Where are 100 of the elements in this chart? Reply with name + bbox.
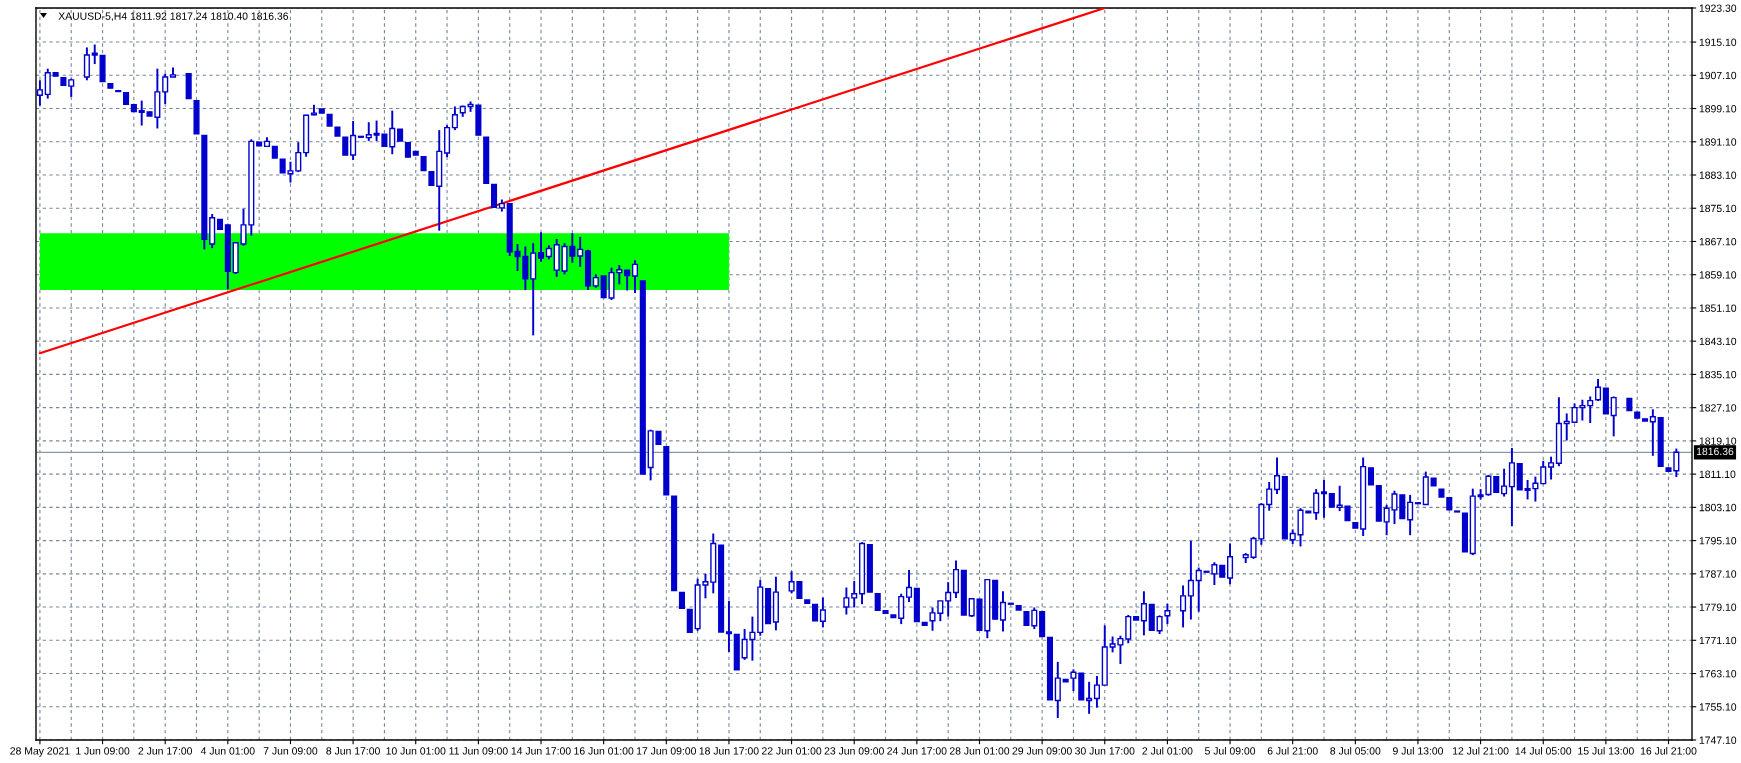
candlestick — [365, 121, 372, 142]
x-tick-label: 2 Jun 17:00 — [138, 747, 193, 755]
y-tick-label: 1907.10 — [1699, 71, 1737, 80]
candlestick — [843, 586, 850, 616]
candlestick — [1226, 542, 1234, 586]
x-tick-label: 24 Jun 17:00 — [887, 747, 947, 755]
y-tick-label: 1843.10 — [1699, 337, 1737, 346]
candlestick — [1054, 660, 1061, 719]
y-tick-label: 1779.10 — [1699, 603, 1737, 611]
candlestick — [91, 43, 98, 66]
candlestick — [725, 599, 732, 653]
candlestick — [1548, 455, 1555, 481]
y-tick-label: 1771.10 — [1699, 636, 1737, 645]
x-tick-label: 14 Jun 17:00 — [511, 747, 571, 755]
candlestick — [686, 608, 693, 634]
candlestick — [451, 105, 458, 132]
candlestick — [1266, 481, 1273, 512]
candlestick — [44, 67, 51, 100]
x-tick-label: 28 May 2021 — [10, 747, 70, 757]
x-tick-label: 15 Jul 13:00 — [1578, 746, 1634, 755]
candlestick — [952, 559, 960, 599]
y-tick-label: 1811.10 — [1699, 470, 1736, 478]
candlestick — [162, 72, 169, 105]
y-tick-label: 1883.10 — [1699, 171, 1737, 179]
candlestick — [1501, 467, 1508, 498]
x-tick-label: 16 Jun 01:00 — [574, 747, 634, 755]
x-tick-label: 16 Jul 21:00 — [1640, 746, 1697, 755]
x-tick-label: 18 Jun 17:00 — [699, 747, 759, 755]
candlestick — [36, 79, 43, 107]
x-tick-label: 12 Jul 21:00 — [1453, 746, 1509, 755]
y-tick-label: 1835.10 — [1699, 370, 1737, 379]
y-tick-label: 1795.10 — [1699, 537, 1737, 545]
candlestick — [577, 235, 584, 268]
candlestick — [1594, 378, 1602, 402]
candlestick — [1407, 493, 1414, 537]
candlestick — [1563, 412, 1570, 442]
candlestick — [999, 590, 1007, 633]
y-tick-label: 1891.10 — [1699, 138, 1737, 146]
x-tick-label: 17 Jun 09:00 — [636, 747, 697, 755]
ref-line-label: 1816.36 — [1696, 447, 1734, 456]
y-tick-label: 1867.10 — [1699, 237, 1737, 246]
candlestick — [1649, 408, 1656, 457]
candlestick — [624, 269, 631, 292]
candlestick — [1587, 395, 1594, 424]
candlestick — [1140, 590, 1147, 637]
candlestick — [1164, 602, 1171, 626]
x-tick-label: 10 Jun 01:00 — [386, 747, 446, 755]
x-tick-label: 2 Jul 01:00 — [1142, 746, 1193, 755]
candlestick — [1313, 488, 1320, 521]
x-tick-label: 30 Jun 17:00 — [1075, 747, 1135, 755]
candlestick — [350, 120, 357, 162]
candlestick — [537, 231, 545, 263]
y-tick-label: 1923.30 — [1699, 4, 1737, 12]
x-tick-label: 6 Jul 21:00 — [1267, 746, 1318, 755]
x-tick-label: 1 Jun 09:00 — [76, 747, 130, 755]
candlestick — [905, 569, 913, 604]
x-tick-label: 9 Jul 13:00 — [1392, 746, 1444, 755]
candlestick — [631, 259, 639, 294]
candlestick — [1125, 613, 1132, 645]
x-tick-label: 5 Jul 09:00 — [1204, 746, 1256, 755]
candlestick — [1156, 614, 1163, 636]
x-tick-label: 7 Jun 09:00 — [263, 747, 318, 755]
y-tick-label: 1819.10 — [1699, 437, 1737, 445]
y-tick-label: 1787.10 — [1699, 570, 1737, 578]
x-tick-label: 22 Jun 01:00 — [761, 747, 822, 755]
candlestick — [1187, 540, 1194, 621]
candlestick — [389, 109, 396, 156]
candlestick — [1195, 566, 1202, 613]
y-tick-label: 1827.10 — [1699, 404, 1737, 412]
candlestick — [83, 46, 90, 82]
x-tick-label: 8 Jun 17:00 — [326, 747, 380, 755]
x-tick-label: 11 Jun 09:00 — [449, 747, 508, 755]
y-tick-label: 1899.10 — [1699, 105, 1737, 113]
candlestick — [1093, 675, 1100, 709]
y-tick-label: 1803.10 — [1699, 503, 1737, 512]
candlestick — [490, 183, 498, 209]
y-tick-label: 1747.10 — [1699, 736, 1737, 744]
y-tick-label: 1875.10 — [1699, 204, 1737, 213]
candlestick — [819, 596, 826, 629]
candlestick — [898, 592, 905, 626]
candlestick — [1086, 680, 1093, 715]
x-tick-label: 28 Jun 01:00 — [949, 747, 1010, 755]
candlestick — [1320, 478, 1328, 519]
candlestick — [1610, 395, 1617, 438]
candlestick — [1273, 456, 1281, 496]
y-tick-label: 1915.10 — [1699, 38, 1737, 46]
y-tick-label: 1755.10 — [1699, 703, 1737, 711]
candlestick — [851, 579, 858, 609]
candlestick — [1508, 446, 1515, 528]
x-tick-label: 29 Jun 09:00 — [1012, 747, 1072, 755]
x-tick-label: 14 Jul 05:00 — [1515, 746, 1572, 755]
chart-title: XAUUSD-5,H4 1811.92 1817.24 1810.40 1816.36 — [58, 12, 289, 22]
x-tick-label: 8 Jul 05:00 — [1330, 746, 1381, 755]
candlestick — [1180, 584, 1187, 629]
y-tick-label: 1851.10 — [1699, 304, 1737, 312]
y-tick-label: 1859.10 — [1699, 271, 1737, 279]
x-tick-label: 23 Jun 09:00 — [824, 747, 884, 755]
x-tick-label: 4 Jun 01:00 — [200, 747, 255, 755]
candlestick — [1070, 668, 1077, 692]
candlestick — [945, 581, 952, 618]
